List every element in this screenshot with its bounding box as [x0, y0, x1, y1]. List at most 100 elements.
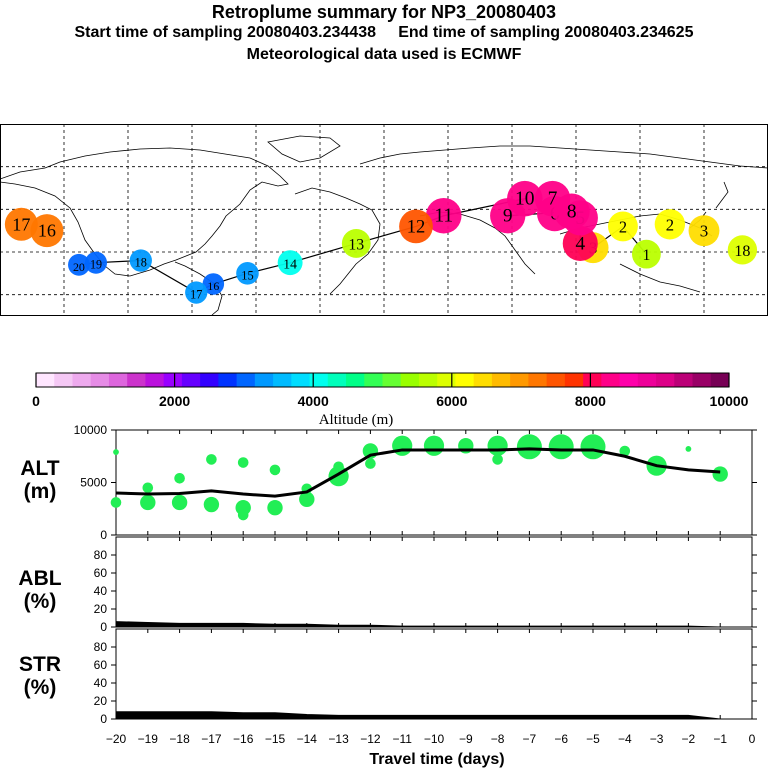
plume-day-label: 18 [135, 256, 147, 270]
pct-y-tick-label: 80 [94, 640, 108, 654]
alt-panel-unit: (m) [24, 480, 57, 503]
alt-panel-label: ALT [20, 457, 59, 480]
altitude-bubble [269, 464, 281, 476]
plume-day-label: 11 [434, 206, 453, 227]
colorbar-swatch [528, 373, 548, 387]
altitude-bubble [516, 434, 542, 460]
x-axis-label: Travel time (days) [369, 751, 504, 768]
plume-bubble [84, 251, 108, 274]
altitude-bubble [142, 482, 154, 494]
altitude-bubble [492, 454, 503, 465]
colorbar-swatch [163, 373, 183, 387]
pct-y-tick-label: 80 [94, 548, 108, 562]
plume-day-label: 10 [515, 189, 535, 210]
altitude-bubble [110, 497, 122, 508]
abl-panel-unit: (%) [24, 590, 57, 613]
plume-day-label: 18 [734, 243, 750, 260]
plume-day-label: 7 [548, 189, 558, 210]
plume-bubble [654, 209, 686, 240]
colorbar-swatch [400, 373, 420, 387]
plume-day-label: 1 [642, 247, 650, 264]
abl-panel-label: ABL [18, 567, 61, 590]
time-series-panels: ALT (m) ABL (%) STR (%) 10000 5000 0 80 60 40… [18, 425, 757, 768]
altitude-bubble [174, 473, 185, 484]
colorbar-swatch [181, 373, 201, 387]
sampling-times: Start time of sampling 20080403.234438 E… [74, 24, 694, 41]
altitude-bubble [712, 466, 728, 482]
colorbar-swatch [291, 373, 311, 387]
altitude-bubble [237, 509, 249, 521]
x-tick-label: −20 [106, 732, 127, 746]
pct-y-tick-label: 60 [94, 658, 108, 672]
altitude-bubble [203, 496, 220, 513]
colorbar-swatch [90, 373, 110, 387]
altitude-bubble [171, 494, 188, 511]
plume-day-label: 15 [241, 268, 253, 282]
colorbar-swatch [36, 373, 55, 387]
pct-y-tick-label: 0 [100, 620, 107, 634]
x-tick-label: −6 [554, 732, 568, 746]
x-tick-label: 0 [749, 732, 756, 746]
pct-y-tick-label: 60 [94, 566, 108, 580]
colorbar-swatch [236, 373, 256, 387]
retroplume-map: 123456789101112131415161718192016171823 [0, 124, 768, 316]
x-tick-label: −18 [169, 732, 190, 746]
colorbar-swatch [54, 373, 73, 387]
x-tick-label: −19 [138, 732, 159, 746]
colorbar-swatch [437, 373, 456, 387]
plume-bubble [68, 253, 90, 276]
plume-day-label: 20 [73, 260, 85, 274]
colorbar-tick-label: 2000 [159, 393, 190, 409]
colorbar-swatch [692, 373, 712, 387]
colorbar-swatch [254, 373, 274, 387]
altitude-bubble [685, 446, 692, 452]
altitude-bubble [333, 461, 344, 473]
altitude-bubble [619, 445, 631, 457]
colorbar-swatch [327, 373, 347, 387]
colorbar-swatch [364, 373, 383, 387]
x-tick-label: −4 [618, 732, 632, 746]
plume-day-label: 17 [190, 288, 202, 302]
str-panel-label: STR [19, 653, 61, 676]
altitude-colorbar: 0 2000 4000 6000 8000 10000 Altitude (m) [32, 372, 749, 428]
altitude-bubble [487, 435, 508, 456]
x-tick-label: −2 [682, 732, 696, 746]
colorbar-swatch [619, 373, 639, 387]
plume-bubble [341, 229, 371, 258]
colorbar-swatch [601, 373, 621, 387]
colorbar-swatch [473, 373, 493, 387]
altitude-bubble [237, 457, 249, 468]
altitude-bubble [423, 435, 445, 456]
x-tick-label: −7 [523, 732, 537, 746]
alt-y-tick-label: 10000 [74, 425, 108, 437]
colorbar-swatch [346, 373, 365, 387]
pct-y-tick-label: 20 [94, 694, 108, 708]
pct-y-tick-label: 0 [100, 712, 107, 726]
panel-frame [115, 536, 753, 628]
x-tick-label: −14 [297, 732, 318, 746]
altitude-mean-line [115, 447, 721, 498]
panel-frame [115, 628, 753, 720]
plume-bubble [425, 197, 462, 234]
x-tick-label: −1 [713, 732, 727, 746]
altitude-bubble [113, 449, 119, 455]
altitude-bubble [206, 454, 217, 465]
colorbar-swatch [418, 373, 438, 387]
plume-day-label: 19 [90, 258, 102, 272]
x-tick-label: −10 [424, 732, 445, 746]
colorbar-swatch [108, 373, 128, 387]
plume-day-label: 2 [619, 217, 627, 236]
colorbar-swatch [72, 373, 92, 387]
colorbar-swatch [309, 373, 329, 387]
plume-bubble [129, 249, 152, 272]
plume-bubble [277, 250, 303, 276]
coastlines [0, 135, 768, 316]
colorbar-swatch [637, 373, 657, 387]
pct-y-tick-label: 40 [94, 584, 108, 598]
alt-y-tick-label: 5000 [80, 476, 107, 490]
colorbar-tick-label: 0 [32, 393, 40, 409]
colorbar-swatch [564, 373, 584, 387]
plume-bubble [236, 262, 259, 285]
colorbar-swatch [583, 373, 602, 387]
plume-day-label: 2 [666, 215, 674, 234]
